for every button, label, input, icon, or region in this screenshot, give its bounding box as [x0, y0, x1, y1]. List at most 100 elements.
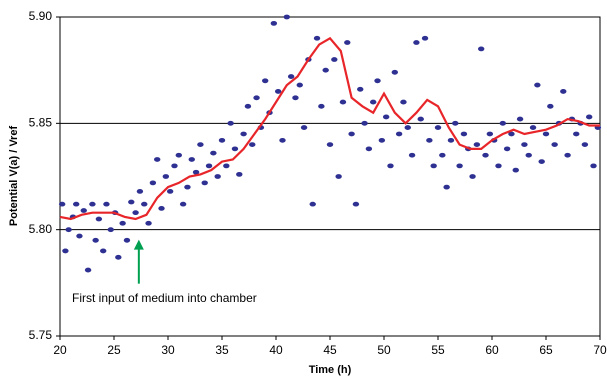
point — [586, 114, 593, 120]
point — [227, 120, 234, 126]
point — [378, 137, 386, 143]
x-tick-label: 30 — [161, 343, 175, 357]
point — [128, 199, 135, 205]
point — [162, 174, 170, 179]
point — [100, 248, 107, 254]
point — [283, 14, 290, 20]
point — [387, 163, 394, 169]
x-tick-label: 40 — [269, 343, 283, 357]
line — [59, 36, 600, 221]
y-axis-label: Potential V(a) / Vref — [8, 126, 20, 227]
point — [132, 210, 139, 216]
point — [62, 248, 69, 254]
point — [103, 201, 110, 207]
point — [434, 125, 442, 130]
point — [447, 137, 455, 143]
point — [236, 171, 243, 177]
point — [430, 163, 437, 169]
point — [374, 78, 381, 84]
point — [107, 227, 114, 233]
point — [270, 20, 278, 26]
x-tick-label: 35 — [215, 343, 229, 357]
point — [115, 254, 122, 260]
point — [344, 40, 351, 45]
point — [292, 95, 299, 101]
point — [495, 163, 502, 169]
y-tick-label: 5.80 — [29, 222, 53, 236]
point — [529, 125, 537, 130]
point — [145, 220, 152, 226]
point — [309, 201, 316, 207]
point — [413, 40, 420, 45]
point — [76, 233, 83, 239]
point — [89, 201, 96, 207]
point — [339, 99, 347, 105]
point — [452, 120, 459, 126]
point — [391, 69, 398, 75]
point — [287, 74, 295, 79]
point — [240, 131, 247, 137]
point — [80, 208, 87, 213]
point — [348, 131, 355, 137]
point — [141, 201, 148, 207]
point — [192, 169, 200, 175]
point — [84, 267, 92, 273]
point — [408, 152, 416, 158]
point — [313, 35, 321, 41]
point — [404, 125, 411, 130]
point — [262, 78, 269, 84]
point — [123, 237, 131, 243]
x-tick-label: 65 — [539, 343, 553, 357]
point — [119, 220, 126, 226]
point — [197, 142, 204, 148]
point — [395, 131, 403, 137]
point — [542, 131, 550, 137]
point — [205, 163, 213, 169]
point — [581, 142, 589, 148]
point — [590, 163, 597, 169]
point — [149, 180, 157, 186]
point — [223, 163, 230, 169]
point — [279, 137, 286, 143]
point — [214, 174, 221, 179]
point — [318, 103, 325, 109]
point — [365, 146, 373, 152]
point — [482, 152, 489, 158]
point — [564, 152, 571, 158]
x-tick-label: 70 — [593, 343, 607, 357]
point — [244, 103, 252, 109]
point — [456, 163, 463, 169]
point — [296, 82, 303, 88]
x-tick-label: 55 — [431, 343, 445, 357]
point — [352, 201, 360, 207]
point — [573, 131, 580, 137]
point — [136, 188, 144, 194]
point — [469, 174, 476, 179]
point — [166, 188, 174, 194]
x-tick-label: 50 — [377, 343, 391, 357]
point — [335, 174, 342, 179]
point — [560, 89, 567, 94]
point — [231, 146, 239, 152]
point — [175, 152, 182, 158]
point — [58, 201, 66, 207]
y-tick-label: 5.85 — [29, 116, 53, 130]
point — [331, 57, 338, 62]
point — [551, 142, 558, 148]
y-tick-label: 5.90 — [29, 9, 53, 23]
point — [382, 114, 390, 120]
point — [253, 95, 260, 101]
point — [460, 131, 468, 137]
point — [534, 82, 541, 88]
point — [95, 216, 103, 222]
point — [73, 201, 80, 207]
point — [473, 142, 481, 148]
point — [538, 159, 545, 165]
point — [179, 201, 187, 207]
point — [188, 157, 195, 162]
plot-frame — [59, 16, 601, 337]
annotation-text: First input of medium into chamber — [72, 291, 257, 305]
point — [417, 116, 424, 122]
point — [218, 137, 226, 143]
